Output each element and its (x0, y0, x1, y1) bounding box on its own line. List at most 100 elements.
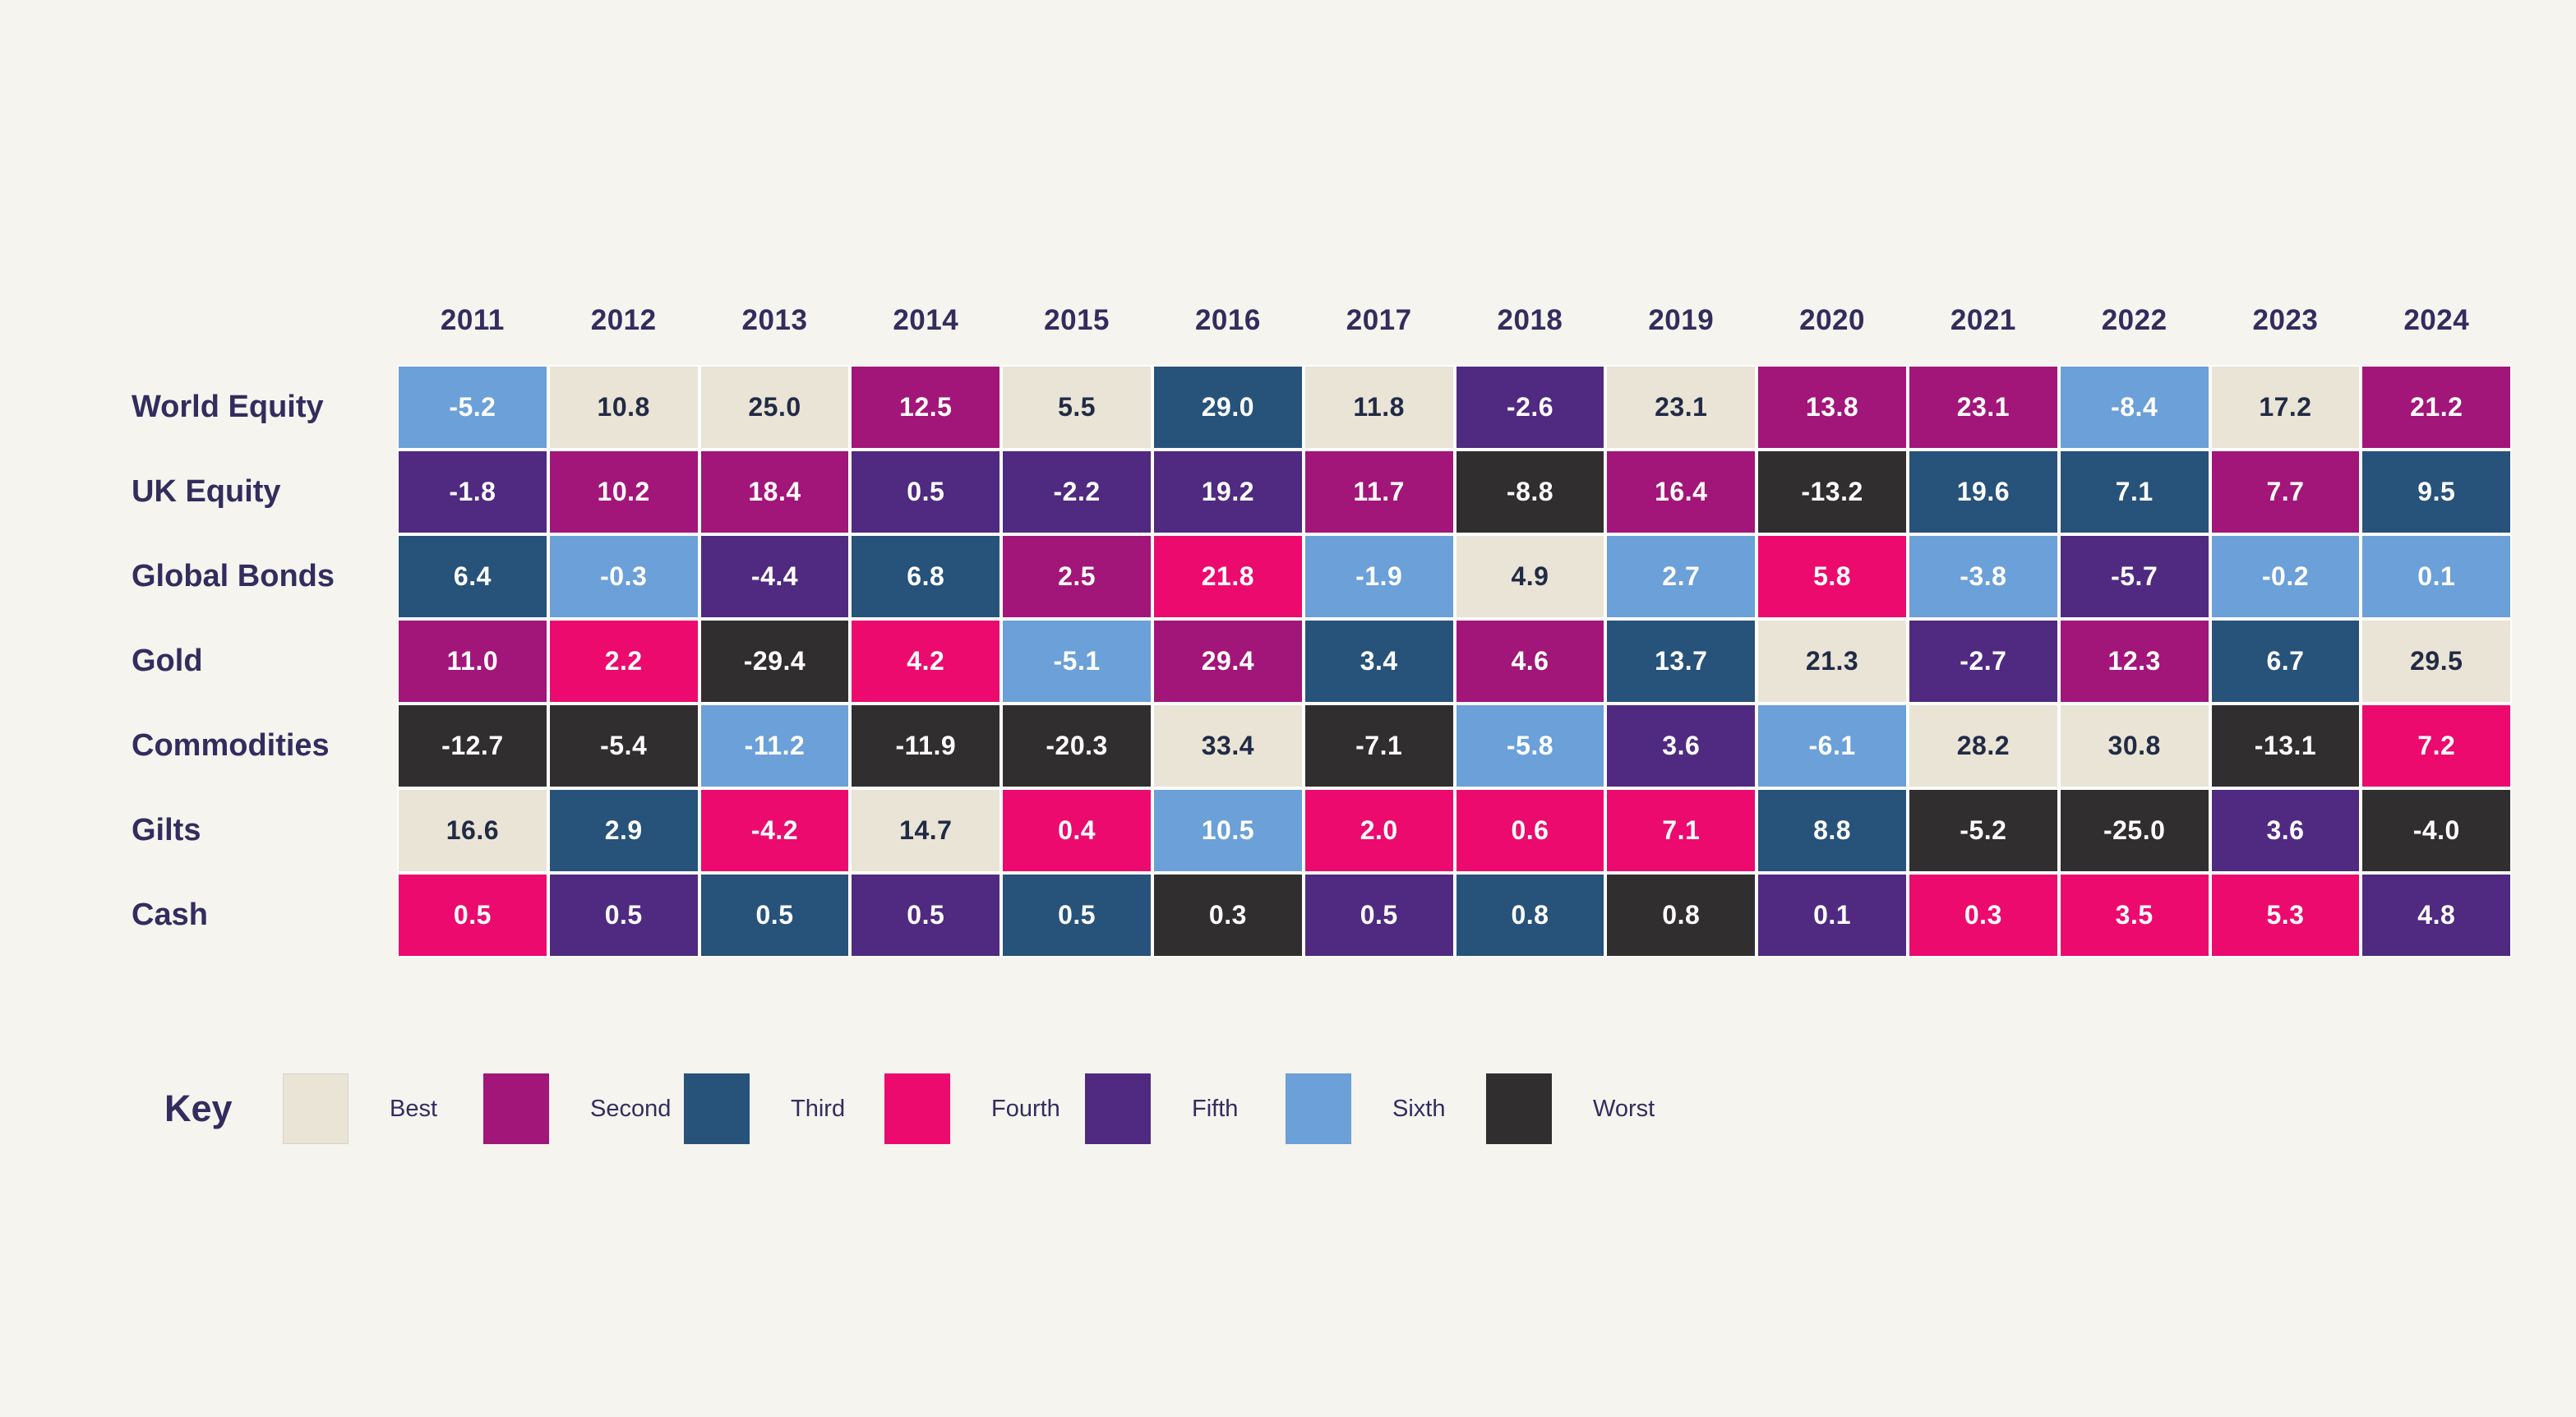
table-corner-spacer (132, 286, 397, 365)
cell-cash-2012: 0.5 (547, 873, 699, 958)
year-header-2011: 2011 (440, 304, 505, 336)
cell-world-equity-2015: 5.5 (1001, 365, 1152, 450)
cell-world-equity-2021: 23.1 (1907, 365, 2059, 450)
cell-global-bonds-2013: -4.4 (699, 534, 851, 619)
cell-global-bonds-2017: -1.9 (1303, 534, 1455, 619)
year-header-2018: 2018 (1497, 304, 1563, 336)
cell-gold-2018: 4.6 (1454, 619, 1606, 704)
legend-swatch-best (283, 1073, 349, 1144)
cell-gilts-2020: 8.8 (1757, 788, 1908, 873)
cell-uk-equity-2013: 18.4 (699, 450, 851, 534)
legend-swatch-fourth (884, 1073, 950, 1144)
cell-cash-2011: 0.5 (397, 873, 548, 958)
cell-world-equity-2024: 21.2 (2361, 365, 2513, 450)
cell-gilts-2023: 3.6 (2209, 788, 2361, 873)
cell-uk-equity-2017: 11.7 (1303, 450, 1455, 534)
row-label-gold: Gold (132, 644, 203, 678)
year-header-2019: 2019 (1648, 304, 1715, 336)
legend-swatch-worst (1486, 1073, 1552, 1144)
cell-uk-equity-2014: 0.5 (850, 450, 1002, 534)
cell-commodities-2013: -11.2 (699, 704, 851, 788)
cell-gilts-2024: -4.0 (2361, 788, 2513, 873)
cell-world-equity-2014: 12.5 (850, 365, 1002, 450)
cell-cash-2020: 0.1 (1757, 873, 1908, 958)
cell-gilts-2017: 2.0 (1303, 788, 1455, 873)
legend-label-best: Best (390, 1095, 438, 1122)
year-header-2017: 2017 (1346, 304, 1412, 336)
legend-swatch-third (684, 1073, 750, 1144)
cell-world-equity-2011: -5.2 (397, 365, 548, 450)
cell-global-bonds-2023: -0.2 (2209, 534, 2361, 619)
cell-world-equity-2022: -8.4 (2058, 365, 2210, 450)
cell-world-equity-2017: 11.8 (1303, 365, 1455, 450)
cell-global-bonds-2014: 6.8 (850, 534, 1002, 619)
cell-cash-2022: 3.5 (2058, 873, 2210, 958)
cell-gilts-2018: 0.6 (1454, 788, 1606, 873)
legend-swatch-second (483, 1073, 549, 1144)
cell-gold-2019: 13.7 (1605, 619, 1757, 704)
cell-gilts-2012: 2.9 (547, 788, 699, 873)
legend-label-fourth: Fourth (991, 1095, 1060, 1122)
cell-cash-2024: 4.8 (2361, 873, 2513, 958)
cell-commodities-2016: 33.4 (1152, 704, 1304, 788)
cell-world-equity-2012: 10.8 (547, 365, 699, 450)
cell-global-bonds-2024: 0.1 (2361, 534, 2513, 619)
cell-commodities-2018: -5.8 (1454, 704, 1606, 788)
cell-cash-2017: 0.5 (1303, 873, 1455, 958)
cell-uk-equity-2018: -8.8 (1454, 450, 1606, 534)
cell-commodities-2023: -13.1 (2209, 704, 2361, 788)
asset-returns-heatmap: 2011 2012 2013 2014 2015 2016 2017 2018 2019 2020… (132, 286, 2513, 958)
cell-cash-2014: 0.5 (850, 873, 1002, 958)
cell-uk-equity-2024: 9.5 (2361, 450, 2513, 534)
cell-gold-2013: -29.4 (699, 619, 851, 704)
cell-world-equity-2019: 23.1 (1605, 365, 1757, 450)
cell-uk-equity-2011: -1.8 (397, 450, 548, 534)
cell-uk-equity-2016: 19.2 (1152, 450, 1304, 534)
cell-gold-2020: 21.3 (1757, 619, 1908, 704)
legend-label-third: Third (791, 1095, 846, 1122)
legend-item-sixth: Sixth (1286, 1073, 1486, 1144)
cell-gold-2012: 2.2 (547, 619, 699, 704)
cell-global-bonds-2015: 2.5 (1001, 534, 1152, 619)
cell-gold-2015: -5.1 (1001, 619, 1152, 704)
cell-commodities-2011: -12.7 (397, 704, 548, 788)
legend-item-second: Second (483, 1073, 684, 1144)
legend-label-second: Second (590, 1095, 672, 1122)
cell-global-bonds-2016: 21.8 (1152, 534, 1304, 619)
legend-swatch-sixth (1286, 1073, 1351, 1144)
year-header-2015: 2015 (1044, 304, 1110, 336)
legend-swatch-fifth (1085, 1073, 1151, 1144)
cell-global-bonds-2021: -3.8 (1907, 534, 2059, 619)
cell-commodities-2019: 3.6 (1605, 704, 1757, 788)
cell-gold-2021: -2.7 (1907, 619, 2059, 704)
cell-cash-2023: 5.3 (2209, 873, 2361, 958)
legend-label-fifth: Fifth (1192, 1095, 1239, 1122)
cell-gold-2023: 6.7 (2209, 619, 2361, 704)
year-header-2013: 2013 (741, 304, 808, 336)
legend-label-sixth: Sixth (1392, 1095, 1446, 1122)
row-label-gilts: Gilts (132, 813, 201, 847)
cell-gold-2014: 4.2 (850, 619, 1002, 704)
cell-uk-equity-2020: -13.2 (1757, 450, 1908, 534)
row-label-global-bonds: Global Bonds (132, 559, 335, 593)
cell-gilts-2019: 7.1 (1605, 788, 1757, 873)
cell-gilts-2021: -5.2 (1907, 788, 2059, 873)
cell-uk-equity-2015: -2.2 (1001, 450, 1152, 534)
year-header-2014: 2014 (893, 304, 959, 336)
legend-title: Key (164, 1087, 233, 1129)
cell-gilts-2016: 10.5 (1152, 788, 1304, 873)
year-header-2012: 2012 (590, 304, 657, 336)
cell-uk-equity-2019: 16.4 (1605, 450, 1757, 534)
cell-world-equity-2020: 13.8 (1757, 365, 1908, 450)
cell-uk-equity-2021: 19.6 (1907, 450, 2059, 534)
cell-world-equity-2016: 29.0 (1152, 365, 1304, 450)
cell-global-bonds-2012: -0.3 (547, 534, 699, 619)
cell-gilts-2014: 14.7 (850, 788, 1002, 873)
cell-commodities-2015: -20.3 (1001, 704, 1152, 788)
row-label-cash: Cash (132, 898, 208, 932)
cell-global-bonds-2018: 4.9 (1454, 534, 1606, 619)
cell-world-equity-2023: 17.2 (2209, 365, 2361, 450)
cell-global-bonds-2020: 5.8 (1757, 534, 1908, 619)
year-header-2022: 2022 (2101, 304, 2167, 336)
legend-item-worst: Worst (1486, 1073, 1687, 1144)
